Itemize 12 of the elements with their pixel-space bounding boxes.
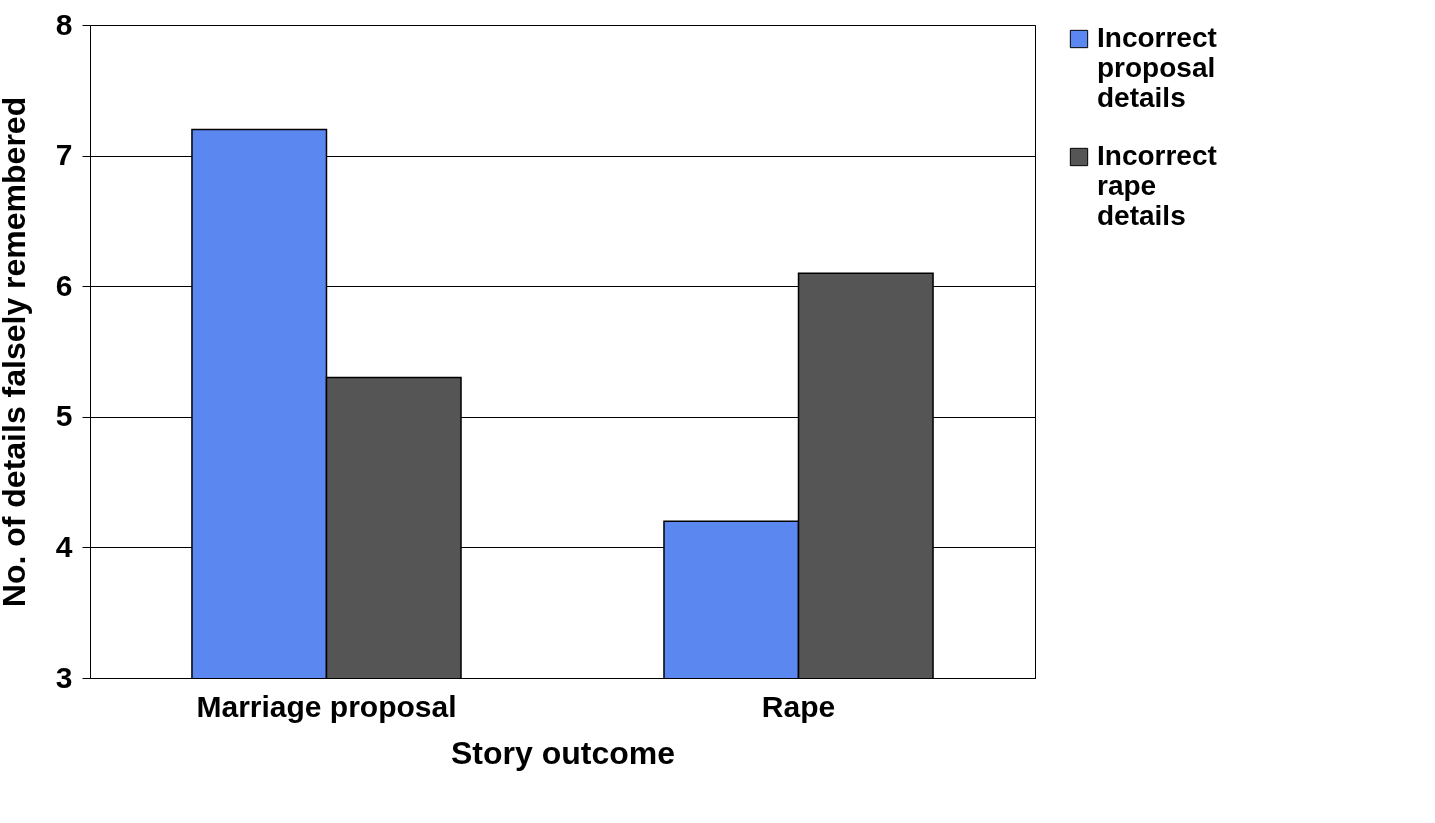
x-tick-label: Marriage proposal [196, 689, 457, 723]
y-tick-label: 7 [55, 138, 73, 172]
x-tick-label: Rape [761, 689, 836, 723]
legend-label: Incorrect rape details [1097, 140, 1217, 231]
legend-label: Incorrect proposal details [1097, 22, 1217, 113]
y-tick-label: 6 [55, 268, 73, 302]
y-tick-label: 5 [55, 399, 73, 433]
y-axis-title: No. of details falsely remembered [0, 96, 32, 608]
y-tick-label: 3 [55, 660, 73, 694]
y-tick-label: 4 [55, 529, 73, 563]
y-tick-label: 8 [55, 7, 73, 41]
x-axis-title: Story outcome [450, 734, 676, 771]
